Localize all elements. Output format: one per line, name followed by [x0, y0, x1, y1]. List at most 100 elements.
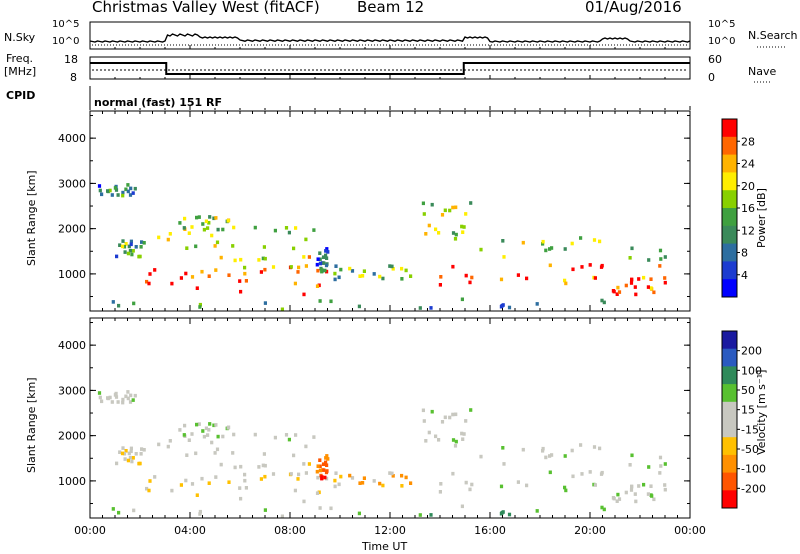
echo-cell [611, 289, 615, 293]
echo-cell [302, 255, 306, 259]
echo-cell [646, 285, 650, 289]
echo-cell [115, 254, 119, 259]
echo-cell [325, 463, 329, 467]
echo-cell [185, 453, 189, 457]
colorbar-tick-label: -200 [741, 482, 766, 495]
echo-cell [326, 457, 330, 461]
echo-cell [110, 193, 114, 197]
echo-cell [629, 281, 634, 285]
echo-cell [263, 267, 267, 272]
echo-cell [602, 300, 606, 305]
echo-cell [280, 307, 284, 312]
echo-cell [391, 474, 395, 478]
echo-cell [647, 258, 651, 262]
echo-cell [131, 398, 135, 402]
echo-cell [145, 486, 149, 491]
echo-cell [390, 264, 394, 269]
echo-cell [131, 456, 135, 460]
y-tick-label: 4000 [58, 339, 86, 352]
echo-cell [257, 258, 261, 262]
colorbar-segment [722, 243, 737, 262]
echo-cell [326, 250, 330, 254]
echo-cell [358, 274, 362, 278]
echo-cell [579, 443, 583, 447]
echo-cell [259, 270, 263, 274]
echo-cell [440, 420, 445, 424]
echo-cell [409, 481, 413, 485]
echo-cell [200, 269, 204, 274]
echo-cell [333, 277, 337, 282]
echo-cell [469, 408, 473, 412]
echo-cell [206, 226, 210, 230]
echo-cell [615, 499, 619, 503]
echo-cell [185, 246, 189, 250]
echo-cell [334, 264, 338, 268]
echo-cell [464, 480, 468, 485]
echo-cell [362, 269, 366, 273]
echo-cell [195, 286, 199, 290]
echo-cell [600, 505, 604, 510]
velocity-colorbar-frame [721, 330, 738, 509]
echo-cell [166, 237, 170, 242]
echo-cell [195, 493, 199, 497]
colorbar-segment [722, 119, 737, 138]
echo-cell [663, 255, 667, 259]
echo-cell [624, 283, 628, 288]
echo-cell [132, 301, 136, 306]
echo-cell [238, 486, 242, 490]
echo-cell [616, 285, 620, 290]
echo-cell [117, 303, 121, 308]
echo-cell [133, 186, 137, 191]
echo-cell [129, 239, 133, 244]
echo-cell [183, 216, 187, 221]
echo-cell [316, 475, 320, 480]
echo-cell [118, 243, 122, 247]
echo-cell [563, 454, 567, 458]
echo-cell [500, 304, 504, 308]
echo-cell [114, 188, 119, 192]
echo-cell [166, 444, 170, 449]
echo-cell [318, 299, 322, 303]
colorbar-tick-label: 12 [741, 224, 755, 237]
echo-cell [663, 280, 667, 285]
echo-cell [227, 480, 231, 484]
echo-cell [227, 273, 231, 277]
echo-cell [128, 455, 132, 460]
echo-cell [438, 283, 442, 287]
echo-cell [126, 251, 130, 256]
colorbar-segment [722, 154, 737, 173]
echo-cell [617, 290, 622, 294]
echo-cell [122, 451, 127, 456]
echo-cell [325, 269, 329, 274]
colorbar-segment [722, 172, 737, 191]
nsearch-label: N.Search [748, 29, 798, 42]
echo-cell [525, 483, 529, 488]
echo-cell [120, 244, 125, 249]
echo-cell [207, 428, 211, 432]
echo-cell [323, 268, 327, 273]
echo-cell [658, 248, 663, 253]
echo-cell [339, 267, 343, 272]
echo-cell [422, 212, 426, 216]
echo-cell [307, 255, 311, 259]
echo-cell [221, 434, 225, 439]
echo-cell [348, 266, 352, 271]
echo-cell [422, 419, 426, 423]
echo-cell [443, 208, 447, 213]
nsky-label: N.Sky [4, 31, 36, 44]
velocity-echo-cells [97, 390, 667, 519]
colorbar-segment [722, 437, 737, 456]
echo-cell [113, 393, 117, 397]
echo-cell [570, 448, 574, 453]
echo-cell [122, 244, 127, 249]
echo-cell [628, 463, 632, 467]
echo-cell [124, 242, 128, 246]
echo-cell [516, 480, 520, 484]
echo-cell [140, 240, 144, 244]
velocity-plot-frame [89, 317, 691, 519]
echo-cell [430, 202, 434, 207]
echo-cell [145, 279, 149, 284]
echo-cell [147, 488, 151, 493]
echo-cell [439, 482, 443, 486]
echo-cell [178, 221, 182, 225]
